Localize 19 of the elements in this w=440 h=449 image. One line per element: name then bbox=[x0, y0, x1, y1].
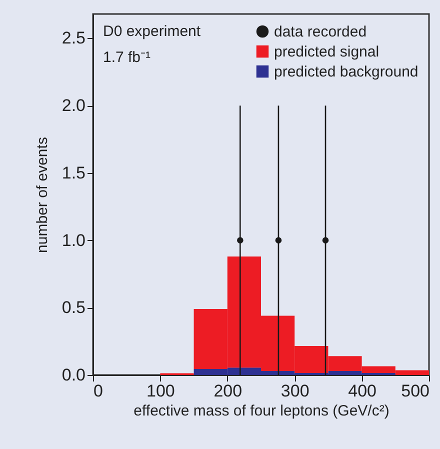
y-tick-label: 2.5 bbox=[62, 28, 86, 48]
y-tick-label: 0.5 bbox=[62, 298, 86, 318]
y-tick-label: 0.0 bbox=[62, 366, 86, 384]
legend-label: predicted background bbox=[274, 64, 418, 80]
y-tick-label: 1.0 bbox=[62, 230, 86, 250]
y-tick-label: 2.0 bbox=[62, 96, 86, 116]
x-tick-label: 200 bbox=[214, 382, 242, 400]
legend-label: data recorded bbox=[274, 24, 367, 40]
legend-label: predicted signal bbox=[274, 44, 380, 60]
x-axis-title: effective mass of four leptons (GeV/c²) bbox=[134, 402, 390, 420]
y-axis-title: number of events bbox=[34, 137, 51, 253]
y-tick-label: 1.5 bbox=[62, 163, 86, 182]
x-tick-label: 500 bbox=[401, 382, 430, 400]
x-tick-label: 0 bbox=[94, 382, 103, 400]
x-tick-label: 400 bbox=[348, 382, 376, 400]
x-tick-label: 100 bbox=[146, 382, 175, 400]
annotation: 1.7 fb⁻¹ bbox=[103, 49, 151, 66]
x-tick-label: 300 bbox=[280, 382, 310, 400]
annotation: D0 experiment bbox=[103, 23, 202, 40]
